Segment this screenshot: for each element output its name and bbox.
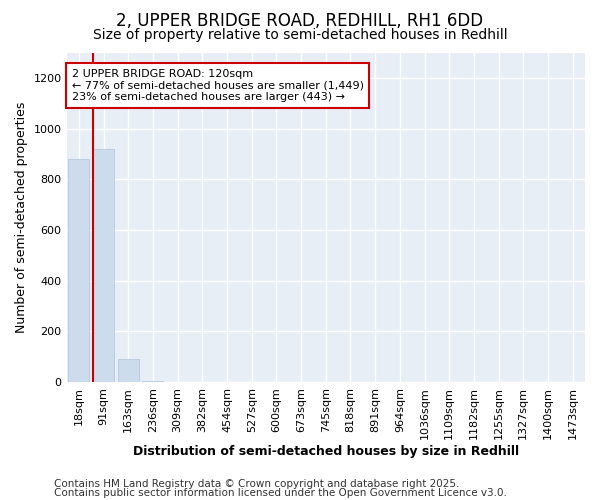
Y-axis label: Number of semi-detached properties: Number of semi-detached properties [15,102,28,333]
Text: Size of property relative to semi-detached houses in Redhill: Size of property relative to semi-detach… [92,28,508,42]
Text: 2 UPPER BRIDGE ROAD: 120sqm
← 77% of semi-detached houses are smaller (1,449)
23: 2 UPPER BRIDGE ROAD: 120sqm ← 77% of sem… [72,69,364,102]
Text: 2, UPPER BRIDGE ROAD, REDHILL, RH1 6DD: 2, UPPER BRIDGE ROAD, REDHILL, RH1 6DD [116,12,484,30]
Text: Contains public sector information licensed under the Open Government Licence v3: Contains public sector information licen… [54,488,507,498]
Bar [68,159,89,382]
Text: Contains HM Land Registry data © Crown copyright and database right 2025.: Contains HM Land Registry data © Crown c… [54,479,460,489]
Bar [93,149,114,382]
Bar [142,381,163,382]
Bar [118,360,139,382]
X-axis label: Distribution of semi-detached houses by size in Redhill: Distribution of semi-detached houses by … [133,444,519,458]
